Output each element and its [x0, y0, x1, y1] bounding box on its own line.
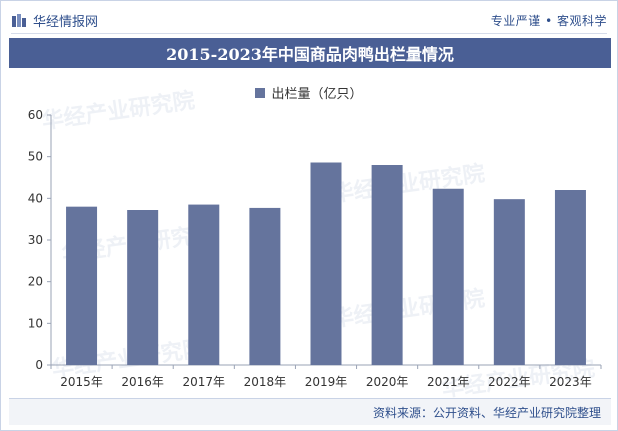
x-tick-label: 2019年	[305, 375, 348, 389]
bar	[127, 210, 159, 365]
bar	[432, 188, 464, 365]
bar	[493, 199, 525, 365]
logo-icon	[12, 13, 26, 27]
y-tick-label: 20	[28, 275, 43, 289]
source-note: 资料来源：公开资料、华经产业研究院整理	[372, 406, 601, 420]
header: 华经情报网 专业严谨 • 客观科学	[11, 7, 607, 34]
bar	[554, 190, 586, 365]
x-tick-label: 2015年	[60, 375, 103, 389]
legend-label: 出栏量（亿只）	[271, 87, 363, 102]
legend: 出栏量（亿只）	[1, 83, 617, 102]
x-tick-label: 2021年	[427, 375, 470, 389]
x-tick-label: 2020年	[366, 375, 409, 389]
tagline: 专业严谨 • 客观科学	[490, 14, 607, 28]
chart-title: 2015-2023年中国商品肉鸭出栏量情况	[9, 38, 611, 68]
x-tick-label: 2022年	[488, 375, 531, 389]
brand[interactable]: 华经情报网	[11, 11, 98, 30]
footer: 资料来源：公开资料、华经产业研究院整理	[9, 398, 611, 425]
bar	[249, 207, 281, 365]
bar	[310, 162, 342, 365]
x-tick-label: 2017年	[183, 375, 226, 389]
bar	[188, 204, 220, 365]
x-tick-label: 2016年	[121, 375, 164, 389]
x-tick-label: 2018年	[244, 375, 287, 389]
x-tick-label: 2023年	[549, 375, 592, 389]
y-tick-label: 40	[28, 191, 43, 205]
bar	[66, 206, 98, 365]
y-tick-label: 60	[28, 108, 43, 122]
y-tick-label: 10	[28, 316, 43, 330]
bar	[371, 165, 403, 365]
legend-swatch	[255, 87, 266, 98]
y-tick-label: 30	[28, 233, 43, 247]
y-tick-label: 0	[35, 358, 43, 372]
y-tick-label: 50	[28, 150, 43, 164]
brand-name: 华经情报网	[33, 15, 99, 30]
